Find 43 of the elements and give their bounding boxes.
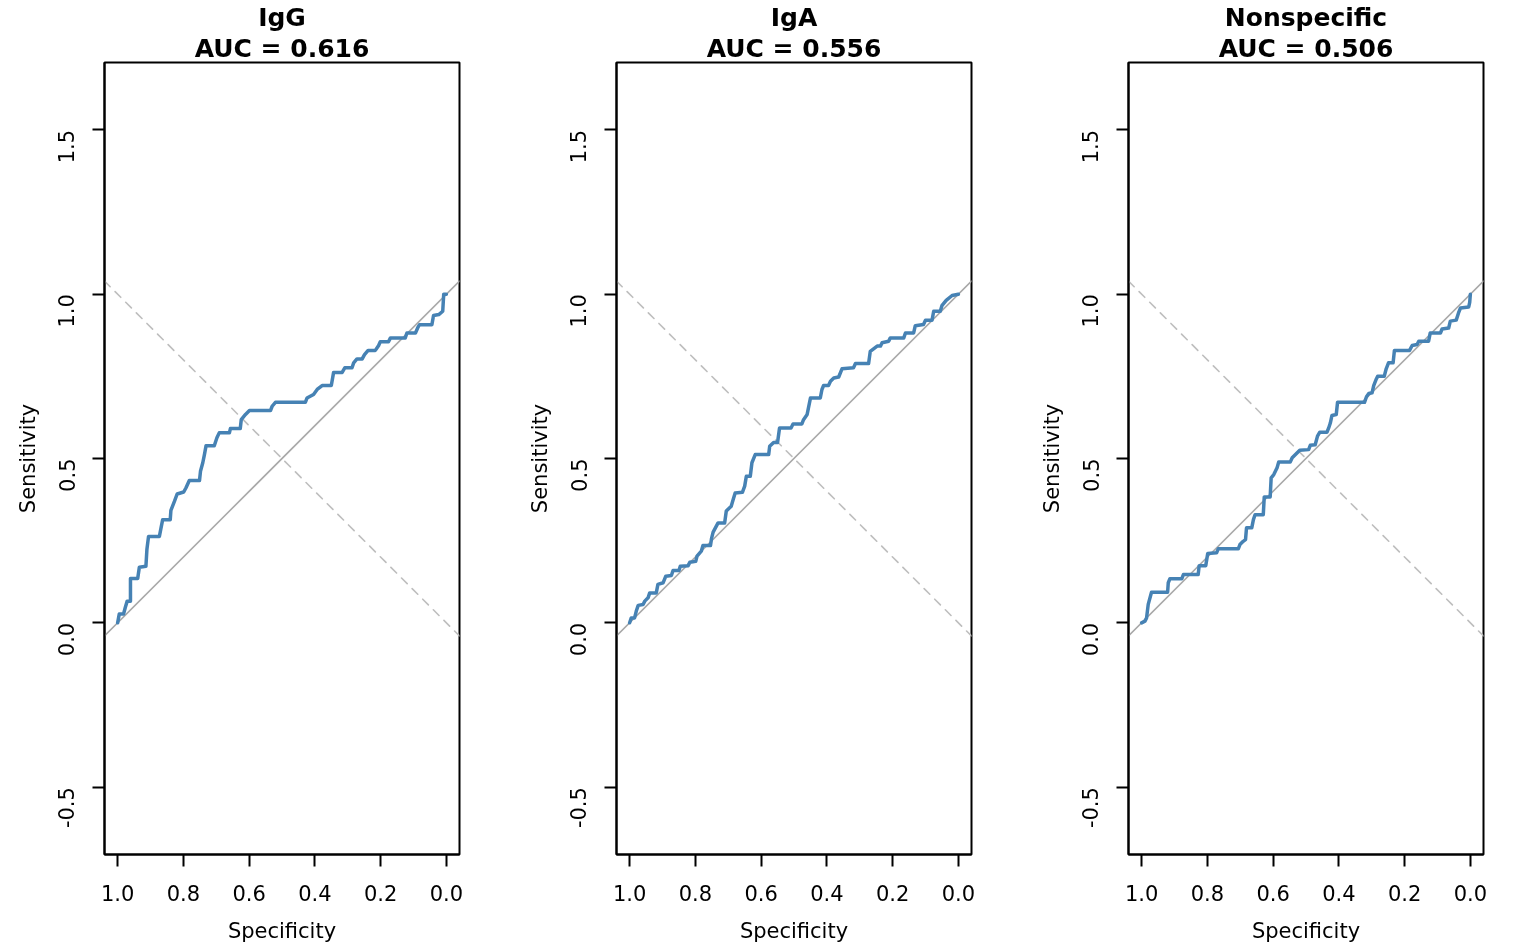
x-tick-label: 0.4 — [1322, 881, 1356, 906]
x-tick-label: 0.6 — [1256, 881, 1290, 906]
x-axis-title: Specificity — [227, 918, 337, 943]
x-tick-label: 0.0 — [429, 881, 464, 906]
chart-subtitle: AUC = 0.506 — [1218, 33, 1394, 63]
x-tick-label: 0.0 — [941, 881, 976, 906]
y-tick-label: 1.0 — [567, 294, 592, 328]
chart-title: IgA — [770, 2, 818, 32]
x-tick-label: 0.2 — [1387, 881, 1422, 906]
y-tick-label: 0.0 — [567, 622, 592, 657]
x-tick-label: 1.0 — [1124, 881, 1159, 906]
x-tick-label: 0.4 — [298, 881, 332, 906]
y-tick-label: 1.0 — [1079, 294, 1104, 328]
x-tick-label: 0.0 — [1453, 881, 1488, 906]
y-tick-label: -0.5 — [55, 787, 80, 829]
y-tick-label: -0.5 — [1079, 787, 1104, 829]
chart-title: Nonspecific — [1224, 2, 1388, 32]
x-axis-title: Specificity — [1251, 918, 1361, 943]
y-axis-title: Sensitivity — [527, 403, 552, 514]
x-tick-label: 0.8 — [166, 881, 201, 906]
x-tick-label: 0.6 — [232, 881, 266, 906]
y-tick-label: -0.5 — [567, 787, 592, 829]
chart-title: IgG — [258, 2, 306, 32]
y-tick-label: 1.5 — [567, 129, 592, 164]
x-tick-label: 0.8 — [678, 881, 713, 906]
x-tick-label: 0.2 — [875, 881, 910, 906]
y-tick-label: 1.0 — [55, 294, 80, 328]
x-tick-label: 0.8 — [1190, 881, 1225, 906]
y-tick-label: 0.5 — [1079, 458, 1104, 492]
x-tick-label: 1.0 — [612, 881, 647, 906]
y-tick-label: 1.5 — [1079, 129, 1104, 164]
y-axis-title: Sensitivity — [15, 403, 40, 514]
x-axis-title: Specificity — [739, 918, 849, 943]
chart-subtitle: AUC = 0.556 — [706, 33, 882, 63]
y-tick-label: 0.0 — [1079, 622, 1104, 657]
y-tick-label: 0.5 — [567, 458, 592, 492]
chart-subtitle: AUC = 0.616 — [194, 33, 370, 63]
x-tick-label: 0.4 — [810, 881, 844, 906]
y-axis-title: Sensitivity — [1039, 403, 1064, 514]
x-tick-label: 0.2 — [363, 881, 398, 906]
x-tick-label: 0.6 — [744, 881, 778, 906]
y-tick-label: 1.5 — [55, 129, 80, 164]
y-tick-label: 0.5 — [55, 458, 80, 492]
